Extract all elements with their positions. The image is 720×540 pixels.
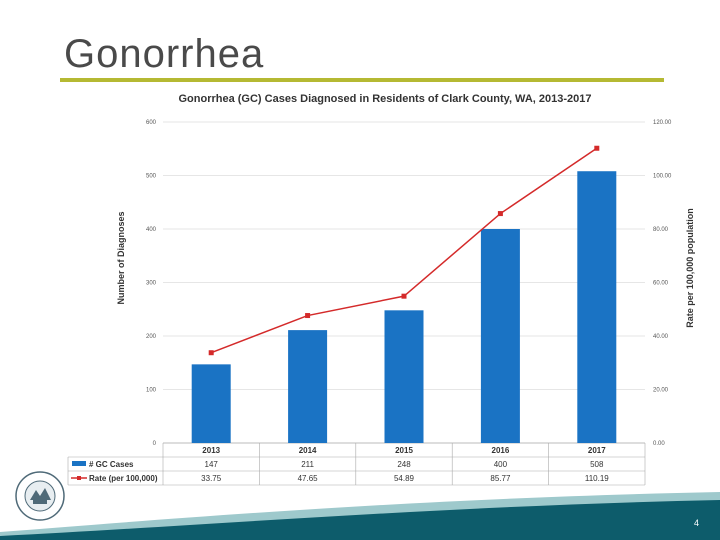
rate-point-2013 bbox=[208, 350, 214, 356]
bar-2016 bbox=[480, 229, 520, 443]
slide-title: Gonorrhea bbox=[64, 32, 265, 76]
x-tick-label: 2016 bbox=[492, 446, 510, 455]
bar-series bbox=[191, 171, 617, 443]
cases-value-2016: 400 bbox=[494, 460, 508, 469]
footer-wave-dark bbox=[0, 500, 720, 540]
y2-axis-label: Rate per 100,000 population bbox=[685, 208, 695, 328]
y2-tick-label: 0.00 bbox=[653, 441, 665, 447]
rate-value-2015: 54.89 bbox=[394, 474, 415, 483]
x-tick-label: 2017 bbox=[588, 446, 606, 455]
page-number: 4 bbox=[694, 518, 700, 528]
y-tick-label: 200 bbox=[146, 334, 157, 340]
data-table: 2013 2014 2015 2016 2017 # GC Cases Rate (per … bbox=[67, 443, 646, 486]
x-tick-label: 2014 bbox=[299, 446, 317, 455]
rate-point-2015 bbox=[401, 293, 407, 299]
y-tick-label: 100 bbox=[146, 388, 157, 394]
y-tick-label: 400 bbox=[146, 227, 157, 233]
cases-value-2017: 508 bbox=[590, 460, 604, 469]
rate-point-2014 bbox=[305, 313, 311, 319]
y-axis-label: Number of Diagnoses bbox=[116, 211, 126, 304]
rate-point-2017 bbox=[594, 145, 600, 151]
x-tick-label: 2013 bbox=[202, 446, 220, 455]
y-tick-label: 0 bbox=[153, 441, 157, 447]
rate-value-2013: 33.75 bbox=[201, 474, 222, 483]
cases-value-2015: 248 bbox=[397, 460, 411, 469]
y2-tick-label: 40.00 bbox=[653, 334, 669, 340]
y2-tick-label: 20.00 bbox=[653, 388, 669, 394]
rate-value-2017: 110.19 bbox=[585, 474, 609, 483]
bar-2014 bbox=[288, 330, 328, 443]
title-rule bbox=[60, 78, 664, 82]
y-tick-label: 600 bbox=[146, 120, 157, 126]
y2-tick-label: 80.00 bbox=[653, 227, 669, 233]
x-tick-label: 2015 bbox=[395, 446, 413, 455]
y2-axis-ticks: 0.00 20.00 40.00 60.00 80.00 100.00 120.00 bbox=[653, 120, 672, 447]
bar-2013 bbox=[191, 364, 231, 443]
cases-value-2014: 211 bbox=[301, 460, 314, 469]
legend-key-cases bbox=[72, 461, 86, 466]
cases-value-2013: 147 bbox=[205, 460, 219, 469]
y2-tick-label: 60.00 bbox=[653, 281, 669, 287]
y-tick-label: 300 bbox=[146, 281, 157, 287]
y2-tick-label: 100.00 bbox=[653, 174, 672, 180]
y-tick-label: 500 bbox=[146, 174, 157, 180]
rate-points bbox=[208, 145, 600, 356]
y2-tick-label: 120.00 bbox=[653, 120, 672, 126]
y-axis-ticks: 0 100 200 300 400 500 600 bbox=[146, 120, 645, 447]
rate-value-2016: 85.77 bbox=[490, 474, 511, 483]
county-seal-logo bbox=[15, 471, 65, 521]
rate-value-2014: 47.65 bbox=[298, 474, 319, 483]
rate-point-2016 bbox=[497, 211, 503, 217]
bar-2015 bbox=[384, 310, 424, 443]
legend-label-rate: Rate (per 100,000) bbox=[89, 474, 158, 483]
chart-title: Gonorrhea (GC) Cases Diagnosed in Reside… bbox=[178, 93, 591, 105]
legend-label-cases: # GC Cases bbox=[89, 460, 134, 469]
bar-2017 bbox=[577, 171, 617, 443]
